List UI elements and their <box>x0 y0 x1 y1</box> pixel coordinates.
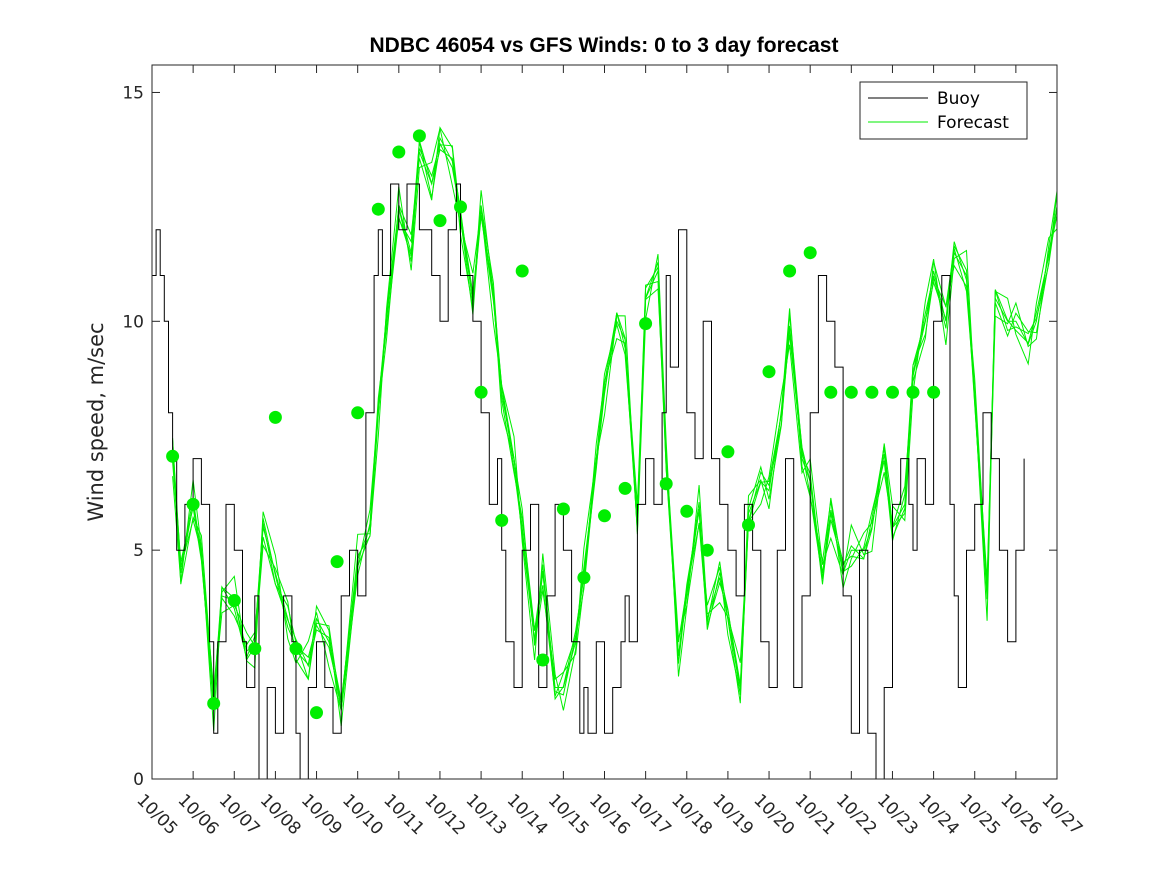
forecast-init-marker <box>248 642 262 656</box>
forecast-init-marker <box>227 594 241 607</box>
forecast-init-marker <box>392 145 406 159</box>
forecast-init-marker <box>495 513 509 527</box>
forecast-init-marker <box>268 410 282 424</box>
forecast-init-marker <box>166 449 180 463</box>
forecast-init-marker <box>700 543 714 557</box>
forecast-init-marker <box>844 385 858 399</box>
forecast-init-marker <box>659 477 673 491</box>
forecast-init-marker <box>886 385 899 399</box>
forecast-init-marker <box>783 264 797 278</box>
forecast-init-marker <box>598 509 611 523</box>
forecast-init-marker <box>639 317 653 331</box>
y-tick-label: 15 <box>122 83 144 103</box>
forecast-init-marker <box>721 445 735 459</box>
forecast-init-marker <box>803 246 817 260</box>
forecast-init-marker <box>536 653 550 667</box>
forecast-init-marker <box>351 406 365 420</box>
forecast-init-marker <box>906 385 920 399</box>
y-tick-label: 5 <box>133 541 144 561</box>
legend: Buoy Forecast <box>859 81 1028 140</box>
forecast-init-marker <box>412 129 426 143</box>
forecast-init-marker <box>186 497 200 511</box>
forecast-line <box>172 128 1058 731</box>
forecast-init-marker <box>577 571 591 585</box>
marker-layer <box>166 129 941 720</box>
forecast-init-marker <box>865 385 879 399</box>
forecast-init-marker <box>310 706 323 720</box>
forecast-init-marker <box>824 385 838 399</box>
forecast-init-marker <box>515 264 529 278</box>
forecast-init-marker <box>742 518 755 532</box>
y-tick-label: 0 <box>133 770 144 790</box>
forecast-init-marker <box>474 385 488 399</box>
forecast-init-marker <box>927 385 941 399</box>
chart-title: NDBC 46054 vs GFS Winds: 0 to 3 day fore… <box>370 34 839 57</box>
forecast-init-marker <box>207 697 221 710</box>
forecast-init-marker <box>433 214 447 228</box>
legend-label-buoy: Buoy <box>937 89 980 109</box>
forecast-init-marker <box>762 365 776 379</box>
forecast-init-marker <box>371 202 385 216</box>
forecast-init-marker <box>454 200 467 214</box>
y-axis-label: Wind speed, m/sec <box>84 322 108 521</box>
legend-box <box>859 81 1028 140</box>
forecast-init-marker <box>618 481 632 495</box>
y-tick-label: 10 <box>122 312 144 332</box>
forecast-init-marker <box>330 555 344 569</box>
legend-label-forecast: Forecast <box>937 113 1009 133</box>
y-axis: 0 5 10 15 <box>122 83 1057 790</box>
forecast-init-marker <box>289 642 303 656</box>
forecast-init-marker <box>680 504 694 518</box>
forecast-init-marker <box>556 502 570 516</box>
